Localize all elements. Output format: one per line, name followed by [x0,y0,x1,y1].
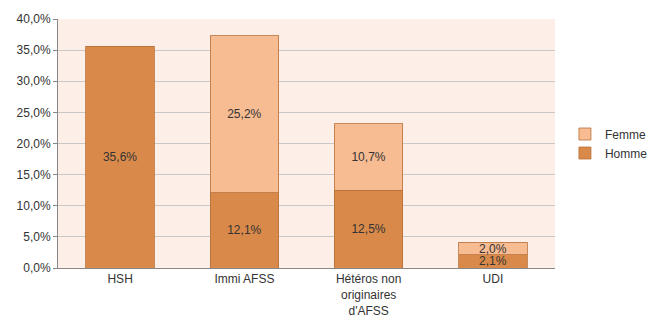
svg-text:2,1%: 2,1% [479,254,507,268]
svg-text:20,0%: 20,0% [17,137,51,151]
svg-text:5,0%: 5,0% [23,230,51,244]
svg-text:12,5%: 12,5% [351,222,385,236]
svg-text:HSH: HSH [107,272,132,286]
svg-text:25,2%: 25,2% [227,107,261,121]
svg-text:10,7%: 10,7% [351,150,385,164]
svg-text:Homme: Homme [605,147,647,161]
svg-text:Hétéros nonoriginairesd'AFSS: Hétéros nonoriginairesd'AFSS [336,272,401,317]
svg-text:0,0%: 0,0% [23,261,51,275]
svg-text:35,6%: 35,6% [103,150,137,164]
svg-text:35,0%: 35,0% [17,43,51,57]
svg-text:2,0%: 2,0% [479,242,507,256]
svg-text:40,0%: 40,0% [17,12,51,26]
svg-text:25,0%: 25,0% [17,106,51,120]
svg-text:15,0%: 15,0% [17,168,51,182]
svg-text:Femme: Femme [605,128,646,142]
svg-text:10,0%: 10,0% [17,199,51,213]
svg-text:UDI: UDI [483,272,504,286]
svg-text:30,0%: 30,0% [17,74,51,88]
svg-text:12,1%: 12,1% [227,223,261,237]
svg-text:Immi AFSS: Immi AFSS [214,272,274,286]
